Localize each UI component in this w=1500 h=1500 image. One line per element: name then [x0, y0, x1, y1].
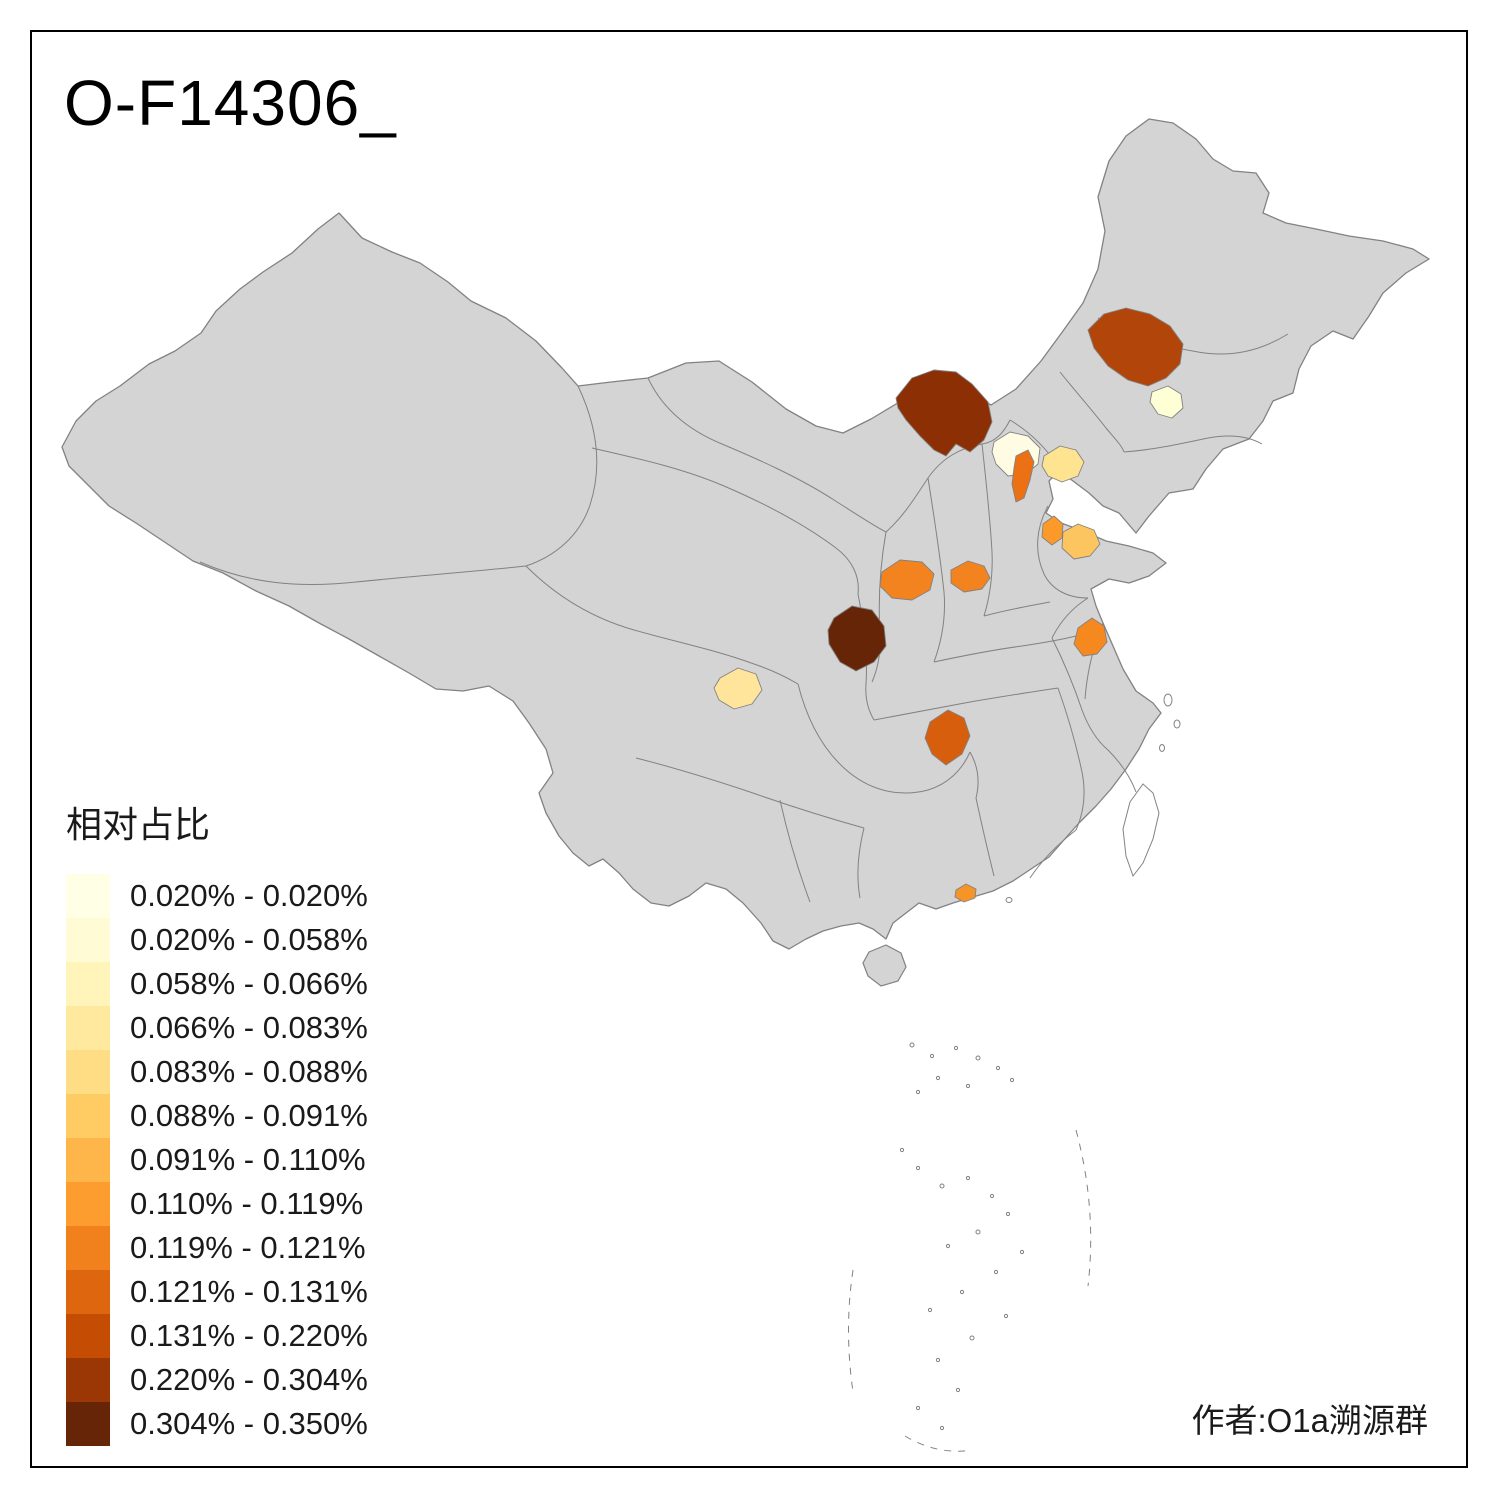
legend-swatch — [66, 1006, 110, 1050]
legend-swatch — [66, 1358, 110, 1402]
legend-item: 0.020% - 0.020% — [66, 874, 426, 918]
legend-item: 0.110% - 0.119% — [66, 1182, 426, 1226]
map-region-heilongjiang — [1087, 307, 1184, 387]
legend-item: 0.066% - 0.083% — [66, 1006, 426, 1050]
map-region-chongqing — [924, 709, 971, 766]
legend-item: 0.091% - 0.110% — [66, 1138, 426, 1182]
map-region-hebei-east — [1041, 445, 1085, 483]
highlighted-regions — [713, 307, 1184, 903]
legend-item: 0.058% - 0.066% — [66, 962, 426, 1006]
legend-item: 0.131% - 0.220% — [66, 1314, 426, 1358]
map-region-tianjin — [1011, 449, 1035, 503]
legend-item: 0.119% - 0.121% — [66, 1226, 426, 1270]
legend-label: 0.220% - 0.304% — [130, 1362, 368, 1397]
legend-items: 0.020% - 0.020% 0.020% - 0.058% 0.058% - 0… — [66, 874, 426, 1446]
map-region-anhui — [1073, 617, 1108, 657]
legend: 相对占比 0.020% - 0.020% 0.020% - 0.058% 0.058… — [66, 796, 426, 1446]
legend-label: 0.058% - 0.066% — [130, 966, 368, 1001]
taiwan-island — [1122, 783, 1160, 878]
south-china-sea-islands — [848, 1042, 1092, 1452]
legend-swatch — [66, 1094, 110, 1138]
map-region-shanxi-southeast — [950, 560, 991, 593]
map-region-pearl-delta — [954, 883, 977, 903]
legend-swatch — [66, 918, 110, 962]
legend-item: 0.220% - 0.304% — [66, 1358, 426, 1402]
legend-label: 0.131% - 0.220% — [130, 1318, 368, 1353]
legend-label: 0.304% - 0.350% — [130, 1406, 368, 1441]
legend-item: 0.083% - 0.088% — [66, 1050, 426, 1094]
legend-swatch — [66, 1050, 110, 1094]
legend-item: 0.121% - 0.131% — [66, 1270, 426, 1314]
legend-item: 0.304% - 0.350% — [66, 1402, 426, 1446]
legend-label: 0.088% - 0.091% — [130, 1098, 368, 1133]
legend-label: 0.091% - 0.110% — [130, 1142, 366, 1177]
legend-label: 0.083% - 0.088% — [130, 1054, 368, 1089]
author-credit: 作者:O1a溯源群 — [1191, 1402, 1428, 1439]
province-borders — [199, 317, 1289, 903]
legend-label: 0.119% - 0.121% — [130, 1230, 366, 1265]
map-region-shandong-west — [1041, 515, 1064, 546]
hainan-island — [862, 944, 907, 987]
legend-item: 0.088% - 0.091% — [66, 1094, 426, 1138]
legend-swatch — [66, 1270, 110, 1314]
legend-label: 0.110% - 0.119% — [130, 1186, 364, 1221]
china-mainland — [61, 118, 1430, 950]
legend-swatch — [66, 962, 110, 1006]
legend-item: 0.020% - 0.058% — [66, 918, 426, 962]
map-region-heilongjiang-east-pale — [1149, 385, 1184, 419]
map-region-shandong-central — [1061, 523, 1101, 560]
map-region-south-gansu-darkest — [827, 605, 887, 672]
map-region-shanxi-west — [879, 559, 935, 601]
legend-label: 0.020% - 0.020% — [130, 878, 368, 913]
map-region-inner-mongolia — [895, 369, 993, 457]
legend-label: 0.121% - 0.131% — [130, 1274, 368, 1309]
figure-title: O-F14306_ — [64, 67, 397, 139]
legend-swatch — [66, 1138, 110, 1182]
legend-swatch — [66, 1182, 110, 1226]
legend-title: 相对占比 — [66, 804, 211, 845]
legend-label: 0.020% - 0.058% — [130, 922, 368, 957]
coastal-islands — [1005, 693, 1181, 903]
legend-swatch — [66, 1314, 110, 1358]
legend-swatch — [66, 874, 110, 918]
legend-label: 0.066% - 0.083% — [130, 1010, 368, 1045]
map-region-chengdu — [713, 667, 763, 710]
legend-swatch — [66, 1402, 110, 1446]
legend-swatch — [66, 1226, 110, 1270]
